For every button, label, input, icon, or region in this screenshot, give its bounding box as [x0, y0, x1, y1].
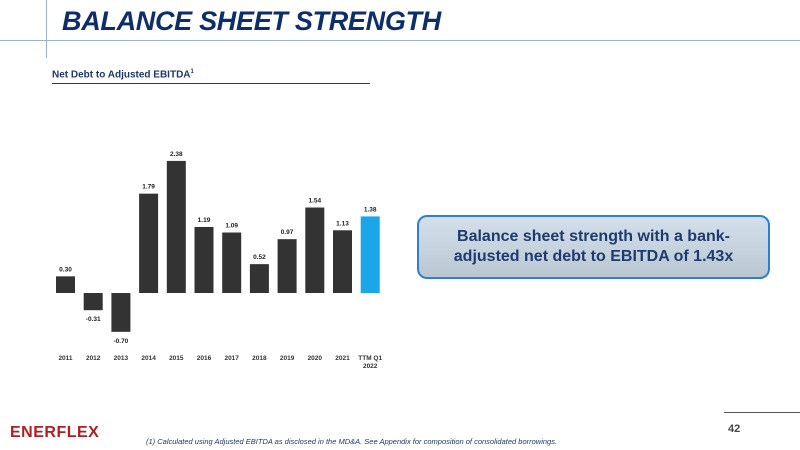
chart-heading-text: Net Debt to Adjusted EBITDA: [52, 69, 191, 81]
x-tick-label: 2013: [114, 355, 129, 362]
bar-2012: [83, 293, 103, 311]
bar-2021: [333, 230, 352, 293]
bar-2013: [111, 293, 131, 332]
footnote: (1) Calculated using Adjusted EBITDA as …: [146, 437, 558, 446]
bar-2015: [166, 160, 186, 293]
data-label: 1.54: [308, 198, 321, 205]
chart-heading-superscript: 1: [190, 69, 194, 75]
bar-2017: [222, 232, 242, 293]
data-label: 0.30: [59, 266, 72, 273]
x-tick-label: 2014: [141, 355, 156, 362]
x-tick-label: 2015: [169, 355, 184, 362]
slide-title: BALANCE SHEET STRENGTH: [62, 6, 441, 36]
x-tick-label: 2012: [86, 355, 101, 362]
bar-2018: [249, 264, 269, 293]
x-tick-label: 2011: [58, 355, 72, 362]
bar-2020: [305, 207, 325, 293]
enerflex-logo: ENERFLEX: [10, 424, 100, 441]
title-divider-horizontal: [0, 40, 800, 41]
title-divider-vertical: [46, 0, 47, 58]
x-tick-label: 2020: [308, 355, 323, 362]
bar-2014: [139, 193, 159, 293]
data-label: 1.13: [336, 220, 349, 227]
footer-divider: [724, 412, 800, 413]
data-label: 2.38: [170, 151, 183, 158]
x-tick-label: 2019: [280, 355, 295, 362]
bar-2019: [277, 239, 297, 293]
x-tick-label: 2018: [252, 355, 267, 362]
data-label: 0.97: [281, 229, 294, 236]
data-label: 1.19: [198, 217, 211, 224]
chart-heading-underline: [52, 83, 370, 84]
x-tick-label: 2016: [197, 355, 212, 362]
x-tick-label: 2021: [335, 355, 350, 362]
callout-text: Balance sheet strength with a bank-adjus…: [453, 228, 734, 265]
x-tick-label: TTM Q1: [358, 355, 382, 362]
data-label: -0.31: [86, 316, 101, 323]
bar-2016: [194, 226, 214, 293]
x-tick-label: 2022: [363, 363, 378, 370]
data-label: 0.52: [253, 254, 266, 261]
bar-2011: [56, 276, 75, 293]
page-number: 42: [728, 423, 741, 435]
bar-ttm-q1-2022: [360, 216, 380, 293]
data-label: -0.70: [113, 338, 128, 345]
data-label: 1.09: [225, 223, 238, 230]
x-tick-label: 2017: [224, 355, 239, 362]
chart-heading: Net Debt to Adjusted EBITDA1: [52, 69, 194, 80]
data-label: 1.79: [142, 184, 155, 191]
data-label: 1.38: [364, 206, 377, 213]
callout-box: Balance sheet strength with a bank-adjus…: [417, 215, 770, 279]
